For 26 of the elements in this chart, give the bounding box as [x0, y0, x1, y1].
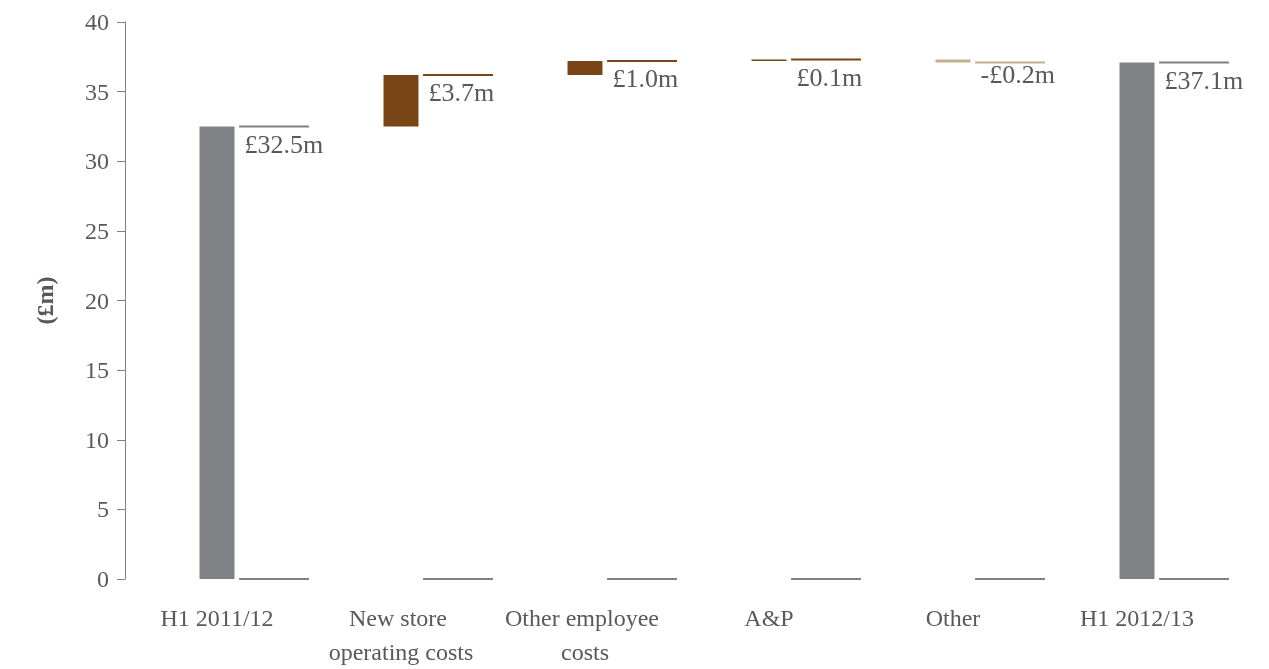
data-label: £3.7m: [428, 78, 495, 108]
y-tick-label: 20: [85, 287, 109, 314]
x-tick-label: New store operating costs: [328, 605, 474, 665]
y-tick-label: 5: [97, 496, 109, 523]
y-tick-label: 30: [85, 148, 109, 175]
y-tick-label: 0: [97, 566, 109, 592]
y-tick-label: 25: [85, 217, 109, 244]
x-tick-label: Other employee costs: [505, 605, 665, 665]
bar: [1119, 62, 1155, 579]
y-tick-label: 35: [85, 78, 109, 105]
y-tick-label: 10: [85, 426, 109, 453]
x-tick-label: Other: [925, 605, 981, 631]
data-label: -£0.2m: [980, 59, 1055, 89]
bar: [383, 74, 419, 127]
data-label: £32.5m: [244, 129, 324, 159]
data-label: £0.1m: [796, 63, 863, 93]
x-tick-label: H1 2011/12: [160, 605, 274, 631]
data-label: £1.0m: [612, 64, 679, 94]
x-tick-label: A&P: [744, 605, 794, 631]
x-tick-label: H1 2012/13: [1080, 605, 1194, 631]
bar: [199, 126, 235, 579]
y-axis-title: (£m): [32, 276, 58, 325]
y-tick-label: 15: [85, 357, 109, 384]
data-label: £37.1m: [1164, 65, 1244, 95]
bar: [567, 60, 603, 75]
y-tick-label: 40: [85, 9, 109, 35]
